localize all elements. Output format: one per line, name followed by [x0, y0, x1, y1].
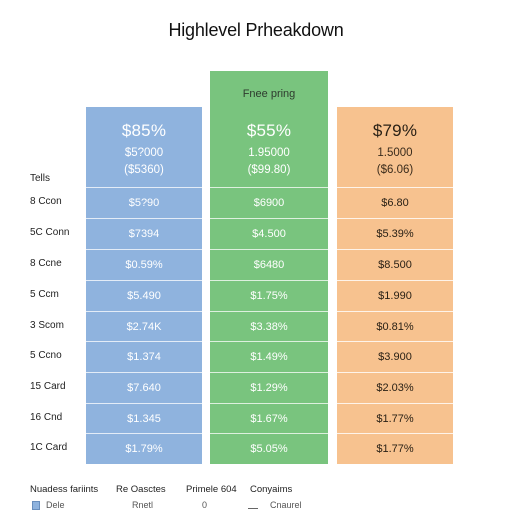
table-cell: $7.640	[86, 372, 202, 403]
table-cell: $3.900	[337, 341, 453, 372]
plan-column-blue[interactable]: $85% $5?000 ($5360) $5?90 $7394 $0.59% $…	[86, 107, 202, 464]
table-cell: $1.990	[337, 280, 453, 311]
table-cell: $2.74K	[86, 311, 202, 342]
row-label: 5C Conn	[30, 227, 70, 238]
row-header: Tells	[30, 173, 51, 184]
plan-column-orange[interactable]: $79% 1.5000 ($6.06) $6.80 $5.39% $8.500 …	[337, 107, 453, 464]
table-cell: $5.490	[86, 280, 202, 311]
table-cell: $6480	[210, 249, 328, 280]
table-cell: $1.49%	[210, 341, 328, 372]
footer-sub: Rnetl	[132, 500, 154, 510]
table-cell: $1.75%	[210, 280, 328, 311]
legend-line	[248, 508, 258, 509]
row-label: 1C Card	[30, 442, 68, 453]
plan-column-green[interactable]: Fnee pring $55% 1.95000 ($99.80) $6900 $…	[210, 71, 328, 464]
footer-item: Nuadess fariints	[30, 484, 99, 495]
table-cell: $6.80	[337, 187, 453, 218]
row-label: 5 Ccno	[30, 350, 62, 361]
row-label: 8 Ccon	[30, 196, 62, 207]
table-cell: $6900	[210, 187, 328, 218]
table-cell: $0.81%	[337, 311, 453, 342]
footer-item: Re Oasctes	[116, 484, 166, 495]
table-cell: $3.38%	[210, 311, 328, 342]
row-label: 16 Cnd	[30, 412, 63, 423]
table-cell: $4.500	[210, 218, 328, 249]
footer-item: Conyaims	[250, 484, 293, 495]
plan-subtotal-paren: ($6.06)	[376, 164, 414, 176]
plan-price: $55%	[246, 121, 292, 140]
row-label: 8 Ccne	[30, 258, 62, 269]
plan-subtotal: $5?000	[124, 147, 164, 159]
footer-item: Primele 604	[186, 484, 237, 495]
table-cell: $1.77%	[337, 433, 453, 464]
row-label: 15 Card	[30, 381, 66, 392]
plan-subtotal-paren: ($99.80)	[247, 164, 291, 176]
plan-subtotal-paren: ($5360)	[124, 164, 164, 176]
table-cell: $1.29%	[210, 372, 328, 403]
table-cell: $5.05%	[210, 433, 328, 464]
footer-sub: Cnaurel	[270, 500, 302, 510]
plan-price: $79%	[372, 121, 418, 140]
table-cell: $1.374	[86, 341, 202, 372]
page-title: Highlevel Prheakdown	[168, 20, 344, 40]
footer-legend: Nuadess fariints Re Oasctes Primele 604 …	[30, 484, 500, 512]
legend-swatch	[32, 501, 40, 510]
table-cell: $1.67%	[210, 403, 328, 434]
plan-label: Fnee pring	[242, 88, 296, 100]
table-cell: $7394	[86, 218, 202, 249]
table-cell: $2.03%	[337, 372, 453, 403]
table-cell: $5.39%	[337, 218, 453, 249]
table-cell: $5?90	[86, 187, 202, 218]
row-label: 5 Ccm	[30, 289, 59, 300]
table-cell: $0.59%	[86, 249, 202, 280]
row-label: 3 Scom	[30, 320, 64, 331]
table-cell: $1.79%	[86, 433, 202, 464]
table-cell: $1.77%	[337, 403, 453, 434]
plan-subtotal: 1.95000	[248, 147, 290, 159]
footer-sub: 0	[202, 500, 208, 510]
plan-price: $85%	[121, 121, 167, 140]
table-cell: $8.500	[337, 249, 453, 280]
footer-sub: Dele	[46, 500, 65, 510]
plan-subtotal: 1.5000	[377, 147, 413, 159]
table-cell: $1.345	[86, 403, 202, 434]
